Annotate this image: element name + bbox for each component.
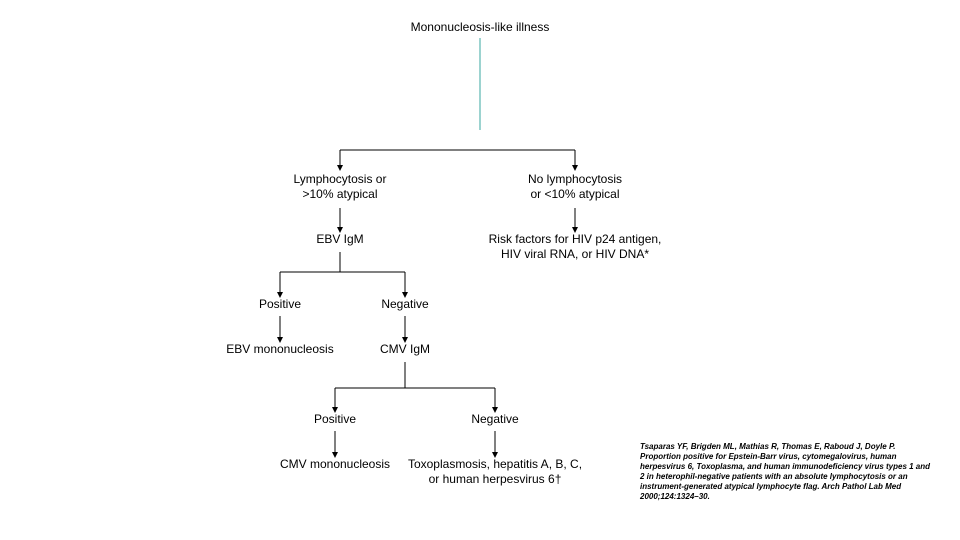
node-hiv: Risk factors for HIV p24 antigen, HIV vi… <box>445 232 705 262</box>
node-right1: No lymphocytosis or <10% atypical <box>475 172 675 202</box>
citation-text: Tsaparas YF, Brigden ML, Mathias R, Thom… <box>640 442 930 502</box>
node-pos1: Positive <box>230 297 330 312</box>
node-cmv-igm: CMV IgM <box>345 342 465 357</box>
flowchart-canvas: Mononucleosis-like illness Lymphocytosis… <box>0 0 960 540</box>
node-ebv-mono: EBV mononucleosis <box>195 342 365 357</box>
node-neg2: Negative <box>445 412 545 427</box>
node-left1: Lymphocytosis or >10% atypical <box>240 172 440 202</box>
node-root: Mononucleosis-like illness <box>370 20 590 35</box>
node-pos2: Positive <box>285 412 385 427</box>
node-ebv-igm: EBV IgM <box>280 232 400 247</box>
node-toxo: Toxoplasmosis, hepatitis A, B, C, or hum… <box>365 457 625 487</box>
node-neg1: Negative <box>355 297 455 312</box>
